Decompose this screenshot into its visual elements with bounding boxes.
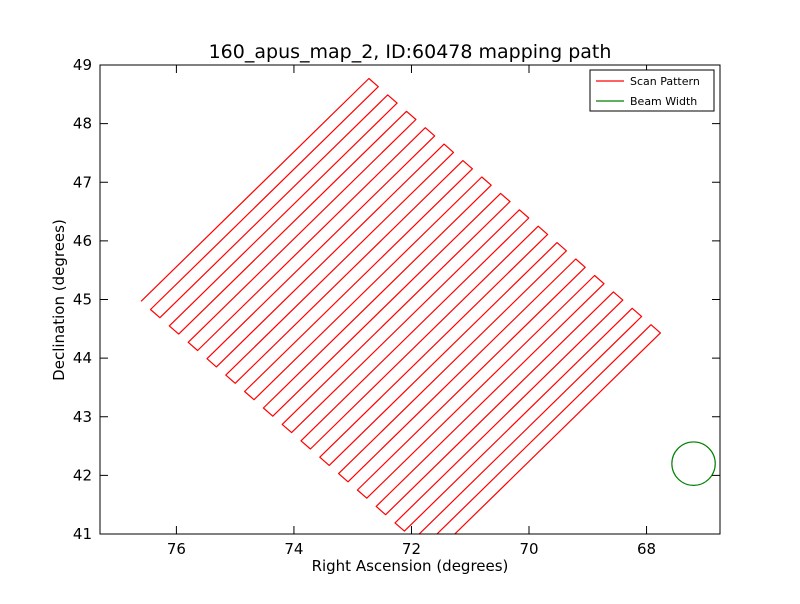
y-tick-label: 47 [73, 173, 92, 191]
plot-area [140, 77, 716, 534]
y-tick-label: 44 [73, 349, 92, 367]
legend: Scan Pattern Beam Width [589, 69, 715, 112]
y-tick-label: 48 [73, 115, 92, 133]
y-tick-label: 49 [73, 56, 92, 74]
legend-label-scan: Scan Pattern [630, 75, 700, 88]
y-tick-label: 43 [73, 408, 92, 426]
x-tick-label: 72 [402, 540, 421, 558]
y-tick-label: 42 [73, 466, 92, 484]
axis-ticks: 76 74 72 70 68 41 42 43 44 45 46 47 48 49 [73, 56, 720, 558]
y-tick-label: 45 [73, 291, 92, 309]
x-tick-label: 70 [519, 540, 538, 558]
legend-box [589, 69, 715, 112]
legend-label-beam: Beam Width [630, 95, 697, 108]
x-tick-label: 76 [167, 540, 186, 558]
x-tick-label: 74 [284, 540, 303, 558]
x-axis-label: Right Ascension (degrees) [312, 557, 509, 575]
scan-pattern-line [140, 77, 661, 534]
y-tick-label: 46 [73, 232, 92, 250]
x-tick-label: 68 [637, 540, 656, 558]
chart-title: 160_apus_map_2, ID:60478 mapping path [209, 41, 612, 63]
beam-width-circle [671, 441, 716, 486]
y-axis-label: Declination (degrees) [50, 219, 68, 381]
y-tick-label: 41 [73, 525, 92, 543]
